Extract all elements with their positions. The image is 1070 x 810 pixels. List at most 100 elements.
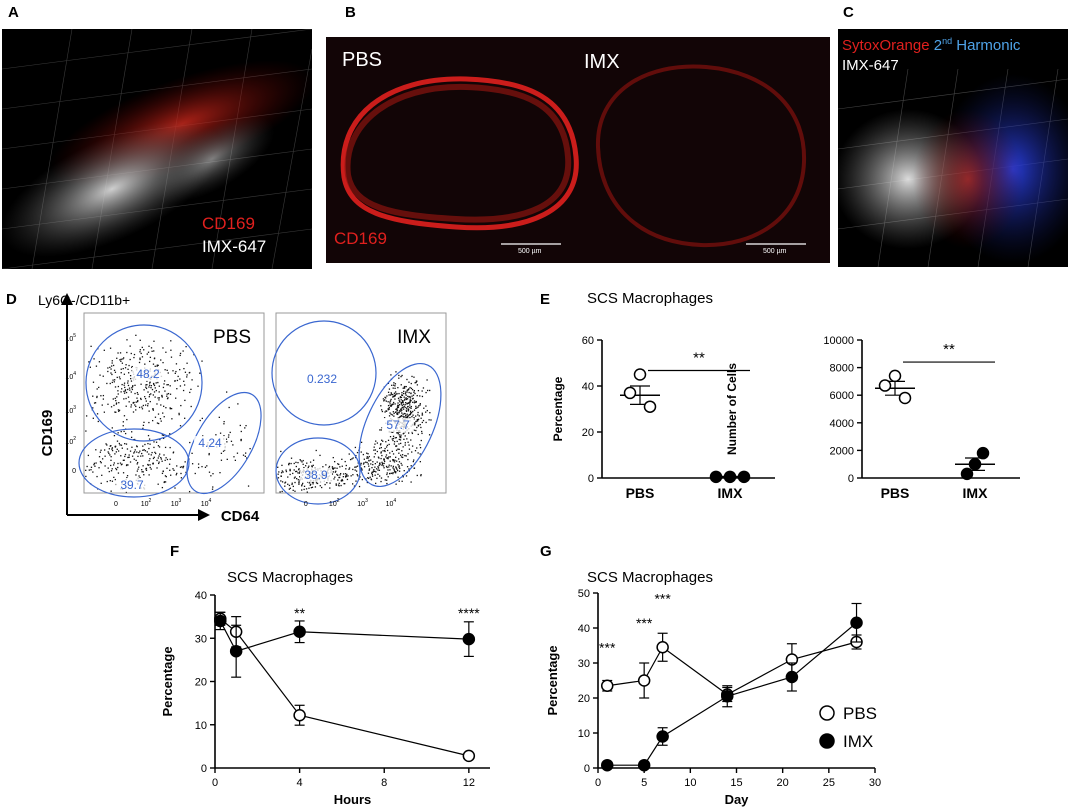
event-dot xyxy=(405,385,407,388)
significance-annotation: **** xyxy=(458,605,480,621)
event-dot xyxy=(166,395,168,397)
event-dot xyxy=(425,421,427,424)
event-dot xyxy=(208,454,210,456)
event-dot xyxy=(387,408,389,410)
event-dot xyxy=(325,464,327,466)
event-dot xyxy=(142,445,144,447)
event-dot xyxy=(152,419,154,422)
x-category-label: PBS xyxy=(881,485,910,501)
event-dot xyxy=(309,483,312,486)
event-dot xyxy=(159,438,161,441)
flow-x-axis-label: CD64 xyxy=(221,508,260,525)
event-dot xyxy=(114,453,116,455)
event-dot xyxy=(291,482,293,484)
event-dot xyxy=(131,431,133,433)
event-dot xyxy=(400,435,402,438)
event-dot xyxy=(220,459,223,461)
event-dot xyxy=(385,456,387,458)
event-dot xyxy=(395,483,397,485)
event-dot xyxy=(429,412,431,414)
event-dot xyxy=(371,471,373,474)
event-dot xyxy=(292,489,294,491)
event-dot xyxy=(338,463,340,466)
event-dot xyxy=(405,414,407,416)
y-tick-exponent: 4 xyxy=(73,371,76,377)
event-dot xyxy=(219,472,221,474)
event-dot xyxy=(139,351,141,353)
event-dot xyxy=(355,470,358,472)
data-point-filled xyxy=(214,614,227,628)
event-dot xyxy=(398,438,400,441)
event-dot xyxy=(398,443,400,445)
event-dot xyxy=(388,464,390,466)
event-dot xyxy=(121,362,124,364)
event-dot xyxy=(106,480,108,483)
event-dot xyxy=(304,465,307,467)
event-dot xyxy=(376,442,379,444)
event-dot xyxy=(337,463,339,465)
event-dot xyxy=(402,433,404,435)
event-dot xyxy=(118,409,121,411)
event-dot xyxy=(161,486,164,489)
event-dot xyxy=(307,466,309,469)
panel-letter-g: G xyxy=(540,543,552,560)
event-dot xyxy=(405,417,407,419)
event-dot xyxy=(288,488,291,490)
event-dot xyxy=(406,403,408,405)
event-dot xyxy=(111,448,113,450)
event-dot xyxy=(138,406,141,409)
event-dot xyxy=(401,409,403,411)
event-dot xyxy=(373,446,375,448)
event-dot xyxy=(396,412,398,414)
event-dot xyxy=(417,389,420,392)
event-dot xyxy=(169,407,171,409)
event-dot xyxy=(369,476,371,478)
event-dot xyxy=(107,370,109,373)
event-dot xyxy=(158,391,160,393)
event-dot xyxy=(110,490,112,492)
event-dot xyxy=(136,392,139,394)
event-dot xyxy=(277,473,279,475)
data-point-open xyxy=(643,400,657,413)
event-dot xyxy=(107,451,109,453)
event-dot xyxy=(425,391,427,394)
event-dot xyxy=(149,356,152,359)
event-dot xyxy=(85,415,88,417)
event-dot xyxy=(409,404,411,406)
event-dot xyxy=(169,408,171,410)
event-dot xyxy=(156,364,158,366)
gate-label: 0.232 xyxy=(307,372,337,386)
x-tick-label: 15 xyxy=(730,777,742,789)
y-tick-label: 0 xyxy=(588,473,594,485)
event-dot xyxy=(377,466,379,468)
event-dot xyxy=(413,467,416,469)
event-dot xyxy=(124,386,126,389)
event-dot xyxy=(393,441,396,443)
event-dot xyxy=(139,349,141,351)
event-dot xyxy=(170,340,172,342)
event-dot xyxy=(125,405,127,407)
event-dot xyxy=(162,347,164,349)
event-dot xyxy=(421,414,424,416)
event-dot xyxy=(288,462,290,465)
event-dot xyxy=(289,487,292,489)
event-dot xyxy=(186,376,188,378)
x-axis-arrowhead xyxy=(198,509,210,521)
event-dot xyxy=(133,451,136,453)
event-dot xyxy=(345,468,347,470)
event-dot xyxy=(103,349,105,351)
event-dot xyxy=(400,415,402,418)
flow-plot-name: IMX xyxy=(397,327,431,348)
event-dot xyxy=(316,482,319,485)
event-dot xyxy=(146,384,148,386)
event-dot xyxy=(410,412,412,414)
flow-plot-imx: 0.232 57.7 38.9 IMX 0 102 103 104 xyxy=(271,312,447,508)
event-dot xyxy=(374,466,376,468)
event-dot xyxy=(396,393,398,395)
event-dot xyxy=(88,361,90,363)
event-dot xyxy=(413,409,416,411)
event-dot xyxy=(392,472,394,475)
event-dot xyxy=(390,465,392,467)
x-tick-label: 0 xyxy=(304,501,308,508)
event-dot xyxy=(100,462,102,464)
